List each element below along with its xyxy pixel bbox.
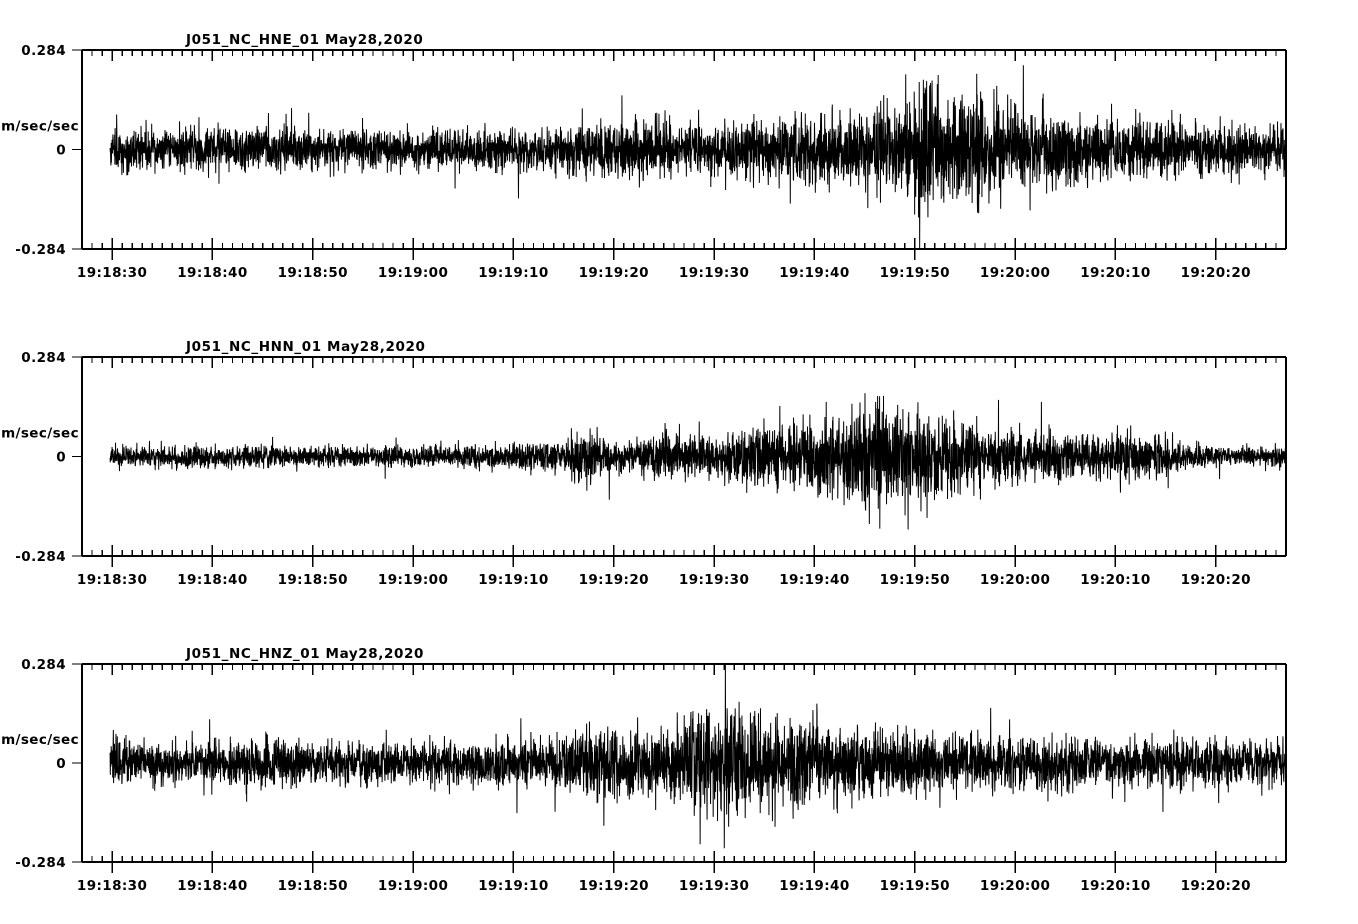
panel-title: J051_NC_HNE_01 May28,2020: [185, 32, 423, 48]
panel-title: J051_NC_HNN_01 May28,2020: [185, 339, 425, 355]
x-axis-tick-label: 19:19:20: [579, 572, 649, 588]
waveform-trace: [109, 393, 1287, 530]
x-axis-tick-label: 19:18:50: [278, 572, 348, 588]
x-tick-marks: [81, 357, 1287, 567]
x-axis-tick-label: 19:18:30: [77, 572, 147, 588]
y-axis-unit-label: cm/sec/sec: [0, 732, 79, 748]
y-axis-zero-label: 0: [56, 450, 66, 466]
x-axis-tick-label: 19:19:10: [478, 265, 548, 281]
x-axis-tick-label: 19:18:50: [278, 878, 348, 894]
x-axis-tick-label: 19:19:10: [478, 878, 548, 894]
x-axis-tick-label: 19:19:00: [378, 572, 448, 588]
x-axis-tick-label: 19:19:20: [579, 878, 649, 894]
x-axis-tick-label: 19:19:50: [880, 572, 950, 588]
panel-title: J051_NC_HNZ_01 May28,2020: [185, 646, 424, 662]
x-axis-tick-label: 19:18:50: [278, 265, 348, 281]
x-axis-tick-label: 19:19:30: [679, 265, 749, 281]
x-axis-tick-label: 19:19:00: [378, 265, 448, 281]
x-axis-tick-label: 19:19:30: [679, 572, 749, 588]
y-axis-max-label: 0.284: [21, 657, 66, 673]
y-axis-zero-label: 0: [56, 756, 66, 772]
waveform-trace: [109, 65, 1287, 250]
x-axis-tick-label: 19:19:10: [478, 572, 548, 588]
x-axis-tick-label: 19:18:40: [177, 265, 247, 281]
x-axis-tick-label: 19:19:50: [880, 265, 950, 281]
x-axis-tick-label: 19:20:10: [1080, 265, 1150, 281]
x-tick-marks: [81, 50, 1287, 260]
x-axis-tick-label: 19:20:00: [980, 265, 1050, 281]
waveform-trace: [109, 663, 1287, 849]
x-tick-marks: [81, 664, 1287, 873]
x-axis-tick-label: 19:20:00: [980, 572, 1050, 588]
x-axis-tick-label: 19:18:30: [77, 265, 147, 281]
y-axis-min-label: -0.284: [15, 242, 66, 258]
x-axis-tick-label: 19:20:20: [1181, 878, 1251, 894]
x-axis-tick-label: 19:18:40: [177, 878, 247, 894]
x-axis-tick-label: 19:20:10: [1080, 878, 1150, 894]
y-axis-min-label: -0.284: [15, 549, 66, 565]
x-axis-tick-label: 19:18:40: [177, 572, 247, 588]
y-axis-max-label: 0.284: [21, 43, 66, 59]
x-axis-tick-label: 19:18:30: [77, 878, 147, 894]
x-axis-tick-label: 19:19:50: [880, 878, 950, 894]
x-axis-tick-label: 19:20:20: [1181, 572, 1251, 588]
y-axis-unit-label: cm/sec/sec: [0, 426, 79, 442]
x-axis-tick-label: 19:19:40: [779, 265, 849, 281]
x-axis-tick-label: 19:19:40: [779, 878, 849, 894]
x-axis-tick-label: 19:20:20: [1181, 265, 1251, 281]
x-axis-tick-label: 19:20:10: [1080, 572, 1150, 588]
x-axis-tick-label: 19:19:00: [378, 878, 448, 894]
y-axis-zero-label: 0: [56, 143, 66, 159]
y-axis-unit-label: cm/sec/sec: [0, 119, 79, 135]
x-axis-tick-label: 19:19:30: [679, 878, 749, 894]
x-axis-tick-label: 19:20:00: [980, 878, 1050, 894]
x-axis-tick-label: 19:19:20: [579, 265, 649, 281]
y-axis-min-label: -0.284: [15, 855, 66, 871]
x-axis-tick-label: 19:19:40: [779, 572, 849, 588]
y-axis-max-label: 0.284: [21, 350, 66, 366]
